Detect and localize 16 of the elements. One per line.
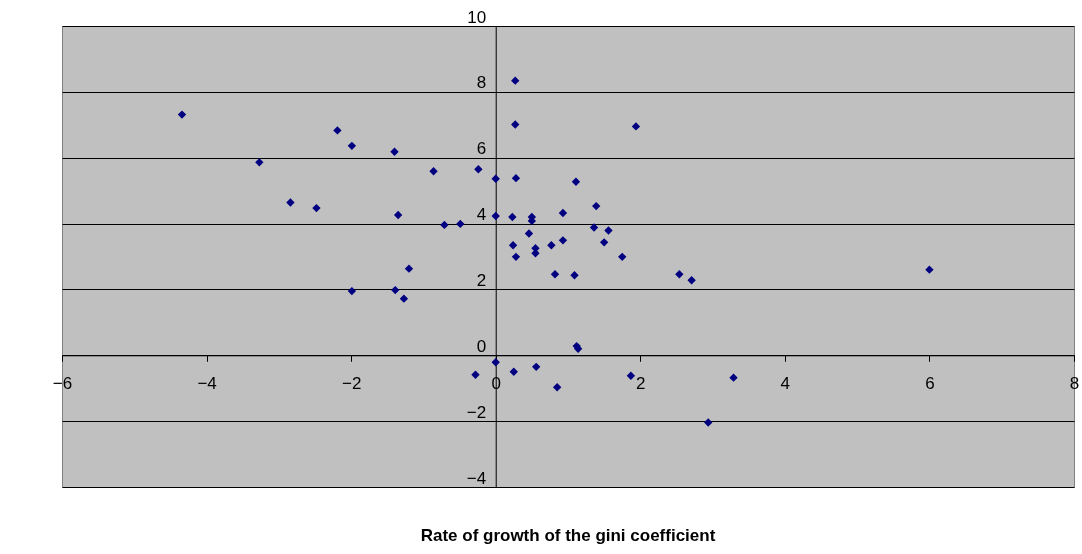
y-tick-label: 0 [476,336,487,356]
x-tick-label: −4 [197,373,217,393]
x-tick-label: 2 [636,373,646,393]
x-tick-label: −2 [341,373,362,393]
y-tick-label: −4 [466,468,487,488]
y-tick-label: 4 [476,205,487,225]
y-tick-label: 10 [467,7,487,27]
x-tick-label: 6 [925,373,935,393]
x-tick-label: 8 [1069,373,1080,393]
x-tick-label: −6 [52,373,73,393]
y-tick-label: −2 [466,402,487,422]
y-tick-label: 8 [476,73,487,93]
x-tick-label: 4 [780,373,791,393]
x-axis-title: Rate of growth of the gini coefficient [420,525,716,545]
y-tick-label: 2 [476,270,487,290]
y-tick-label: 6 [476,139,487,159]
